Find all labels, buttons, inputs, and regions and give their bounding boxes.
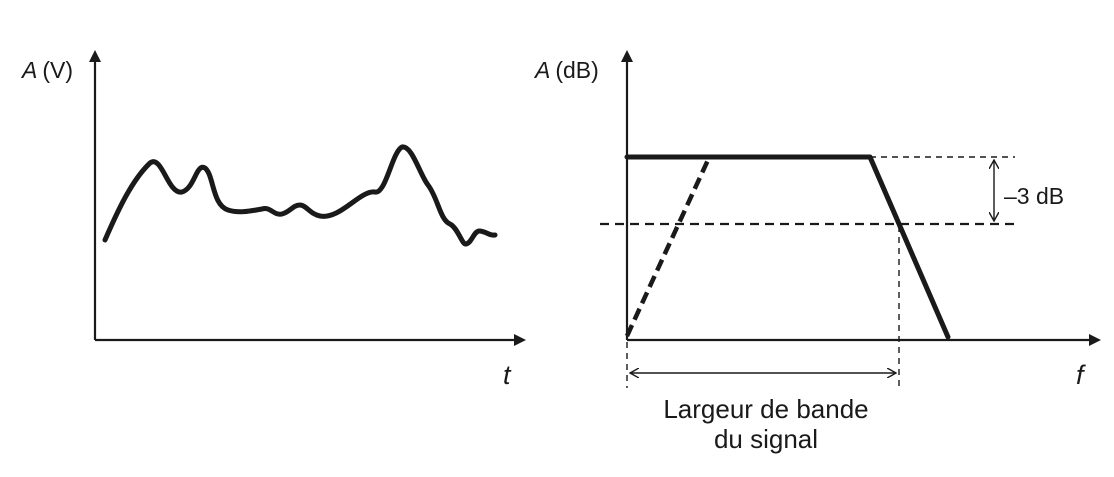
right-x-axis-label: f xyxy=(1076,360,1086,390)
signal-waveform xyxy=(102,144,498,247)
rising-edge-dashed xyxy=(624,159,711,337)
left-x-axis-label: t xyxy=(503,360,512,390)
bandwidth-label-line1: Largeur de bande xyxy=(663,394,868,424)
attenuation-label: –3 dB xyxy=(1004,183,1064,209)
bandwidth-label-line2: du signal xyxy=(714,424,818,454)
time-domain-plot: A (V) t xyxy=(20,50,526,390)
left-y-axis-label: A (V) xyxy=(20,57,73,83)
frequency-response-curve xyxy=(624,154,951,340)
right-y-axis-label: A (dB) xyxy=(533,57,599,83)
frequency-domain-plot: A (dB) f –3 dB Largeur de bande du signal xyxy=(533,50,1101,454)
